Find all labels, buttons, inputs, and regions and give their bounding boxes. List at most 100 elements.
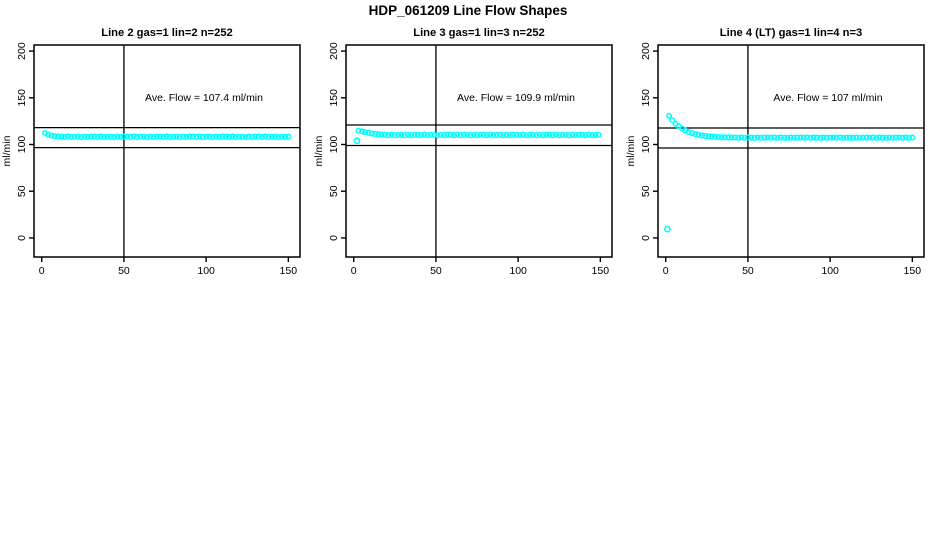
data-point — [549, 132, 556, 139]
y-axis-label: ml/min — [313, 135, 325, 166]
data-point — [751, 134, 758, 142]
data-point — [153, 133, 160, 140]
x-tick-label: 100 — [197, 265, 215, 277]
data-point — [698, 132, 705, 139]
data-point — [470, 131, 477, 138]
data-point — [771, 134, 778, 141]
data-point — [411, 131, 418, 138]
data-point — [222, 133, 229, 140]
y-tick-label: 100 — [16, 136, 28, 154]
panel-title: Line 2 gas=1 lin=2 n=252 — [101, 27, 233, 39]
data-point — [526, 131, 533, 139]
data-point — [695, 131, 702, 138]
data-point — [166, 133, 174, 141]
data-point — [575, 131, 583, 138]
data-point — [454, 131, 461, 138]
data-point — [444, 131, 451, 138]
y-tick-label: 50 — [640, 185, 652, 197]
data-point — [467, 132, 474, 139]
data-point — [810, 134, 817, 141]
data-point — [892, 134, 899, 141]
ave-flow-annotation: Ave. Flow = 109.9 ml/min — [457, 92, 575, 104]
data-point — [774, 134, 781, 141]
y-tick-label: 150 — [16, 89, 28, 107]
data-point — [886, 134, 893, 141]
x-tick-label: 150 — [592, 265, 610, 277]
data-point — [741, 134, 748, 141]
data-point — [268, 133, 275, 140]
data-point — [91, 133, 98, 140]
data-point — [97, 133, 104, 140]
data-point — [896, 134, 903, 141]
data-point — [500, 132, 507, 139]
data-point — [107, 133, 114, 140]
data-point — [909, 134, 916, 141]
plot-box — [657, 44, 925, 258]
y-axis-label: ml/min — [625, 135, 637, 166]
data-point — [265, 133, 272, 141]
data-point — [827, 134, 834, 141]
panel-title: Line 3 gas=1 lin=3 n=252 — [413, 27, 545, 39]
data-point — [398, 131, 405, 138]
x-tick-label: 150 — [904, 265, 922, 277]
data-point — [483, 132, 490, 139]
data-point — [688, 130, 696, 137]
data-point — [255, 133, 262, 140]
ave-flow-annotation: Ave. Flow = 107.4 ml/min — [145, 92, 263, 104]
data-point — [595, 131, 602, 138]
y-tick-label: 0 — [16, 235, 28, 241]
data-point — [130, 133, 137, 140]
data-point — [242, 134, 249, 141]
data-point — [523, 132, 530, 139]
data-point — [235, 133, 243, 140]
data-point — [157, 133, 164, 140]
data-point — [64, 133, 72, 140]
data-point — [510, 131, 517, 138]
x-tick-label: 100 — [821, 265, 839, 277]
data-point — [206, 133, 213, 140]
data-point — [193, 133, 200, 140]
data-point — [754, 134, 761, 141]
data-point — [87, 133, 95, 140]
data-point — [239, 133, 246, 140]
data-point — [764, 134, 771, 141]
data-point — [840, 134, 847, 141]
data-point — [368, 130, 375, 137]
data-point — [777, 134, 784, 141]
data-point — [68, 133, 75, 141]
data-point — [536, 131, 543, 138]
data-point — [566, 132, 573, 139]
data-point — [381, 131, 389, 138]
data-point — [807, 134, 814, 141]
data-point — [562, 131, 569, 138]
y-tick-label: 0 — [640, 235, 652, 241]
data-point — [460, 131, 467, 139]
data-point — [859, 134, 867, 141]
x-tick-label: 50 — [118, 265, 130, 277]
data-point — [846, 134, 853, 141]
data-point — [850, 134, 857, 142]
data-point — [506, 132, 513, 139]
data-point — [794, 134, 801, 141]
data-point — [258, 133, 266, 140]
data-point — [219, 133, 226, 140]
data-point — [378, 131, 385, 138]
data-point — [487, 131, 494, 138]
data-point — [569, 131, 576, 138]
data-point — [833, 134, 840, 141]
data-point — [879, 134, 886, 141]
data-point — [669, 117, 676, 124]
data-point — [889, 134, 896, 141]
data-point — [404, 131, 412, 138]
data-point — [731, 134, 738, 141]
data-point — [147, 133, 154, 140]
data-point — [245, 133, 252, 140]
data-point — [441, 132, 448, 139]
data-point — [543, 131, 550, 138]
x-tick-label: 50 — [430, 265, 442, 277]
data-point — [520, 131, 527, 138]
data-point — [101, 133, 108, 141]
data-point — [552, 131, 559, 138]
data-point — [800, 134, 807, 141]
